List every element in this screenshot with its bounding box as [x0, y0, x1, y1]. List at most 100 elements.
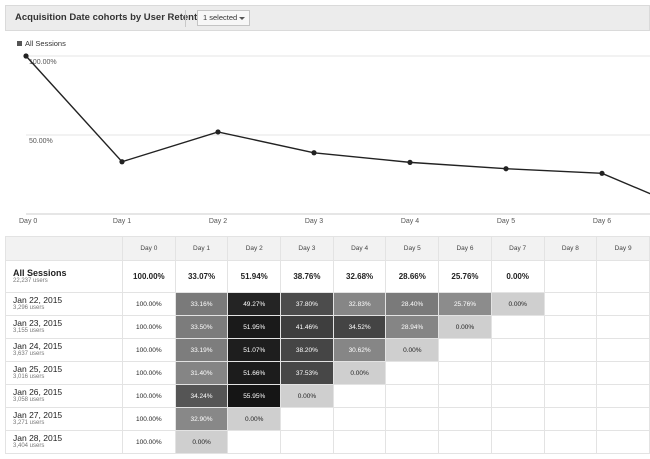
x-tick-label: Day 6: [593, 218, 611, 225]
retention-cell: 37.53%: [280, 361, 334, 385]
column-header: Day 2: [227, 236, 282, 261]
retention-cell: 25.76%: [438, 292, 492, 316]
data-point[interactable]: [503, 166, 509, 172]
cohort-user-count: 22,237 users: [13, 277, 48, 284]
retention-cell: 33.19%: [174, 338, 229, 362]
series-selector-dropdown[interactable]: 1 selected: [197, 10, 250, 26]
retention-cell: 0.00%: [490, 260, 545, 293]
data-point[interactable]: [23, 53, 29, 59]
data-point[interactable]: [599, 170, 605, 176]
retention-cell: [543, 430, 598, 454]
retention-cell: [438, 430, 492, 454]
cohort-name: Jan 25, 2015: [13, 364, 63, 374]
retention-cell: [543, 361, 598, 385]
retention-cell: 37.80%: [280, 292, 334, 316]
table-row-total: All Sessions 22,237 users 100.00% 33.07% 51.…: [5, 260, 650, 293]
data-point[interactable]: [119, 159, 125, 165]
retention-cell: [385, 361, 440, 385]
retention-cell: [543, 338, 598, 362]
x-tick-label: Day 4: [401, 218, 419, 225]
retention-cell: [490, 338, 545, 362]
table-row: Jan 28, 2015 3,404 users 100.00% 0.00%: [5, 430, 650, 454]
retention-cell: [385, 430, 440, 454]
retention-cell: 51.66%: [227, 361, 282, 385]
cohort-name: All Sessions: [13, 267, 67, 278]
retention-cell: [596, 407, 650, 431]
retention-cell: [332, 407, 387, 431]
cohort-user-count: 3,058 users: [13, 397, 45, 403]
retention-cell: [490, 361, 545, 385]
retention-cell: [227, 430, 282, 454]
retention-cell: [543, 384, 598, 408]
retention-cell: [438, 361, 492, 385]
column-header: Day 0: [122, 236, 176, 261]
cohort-table: Day 0 Day 1 Day 2 Day 3 Day 4 Day 5 Day 6 Day 7…: [5, 236, 650, 454]
retention-cell: 100.00%: [122, 361, 176, 385]
retention-cell: 34.52%: [332, 315, 387, 339]
data-point[interactable]: [407, 159, 413, 165]
data-point[interactable]: [311, 150, 317, 156]
retention-cell: 38.76%: [280, 260, 334, 293]
retention-cell: [596, 338, 650, 362]
retention-cell: [596, 384, 650, 408]
column-header: Day 5: [385, 236, 440, 261]
retention-line-chart: 100.00% 50.00% Day 0 Day 1 Day 2 Day 3 Day 4 Da…: [19, 53, 650, 225]
cohort-user-count: 3,296 users: [13, 305, 45, 311]
cohort-name: Jan 27, 2015: [13, 410, 63, 420]
row-label: Jan 28, 2015 3,404 users: [5, 430, 123, 454]
retention-cell: 100.00%: [122, 407, 176, 431]
table-row: Jan 24, 2015 3,637 users 100.00% 33.19% 51.0…: [5, 338, 650, 362]
column-header: Day 4: [332, 236, 387, 261]
retention-cell: 32.83%: [332, 292, 387, 316]
retention-cell: 28.66%: [385, 260, 440, 293]
row-label: Jan 26, 2015 3,058 users: [5, 384, 123, 408]
retention-cell: [438, 407, 492, 431]
retention-cell: [332, 384, 387, 408]
table-row: Jan 23, 2015 3,155 users 100.00% 33.50% 51.9…: [5, 315, 650, 339]
cohort-name: Jan 28, 2015: [13, 433, 63, 443]
retention-cell: [490, 384, 545, 408]
retention-cell: 33.16%: [174, 292, 229, 316]
column-header: Day 7: [490, 236, 545, 261]
retention-cell: 55.95%: [227, 384, 282, 408]
x-tick-label: Day 1: [113, 218, 131, 225]
retention-cell: [543, 292, 598, 316]
retention-cell: 100.00%: [122, 315, 176, 339]
cohort-user-count: 3,271 users: [13, 420, 45, 426]
retention-cell: 30.62%: [332, 338, 387, 362]
column-header: Day 3: [280, 236, 334, 261]
retention-cell: 0.00%: [227, 407, 282, 431]
retention-cell: [385, 384, 440, 408]
retention-cell: 49.27%: [227, 292, 282, 316]
report-header: Acquisition Date cohorts by User Retenti…: [5, 5, 650, 31]
y-tick-label: 50.00%: [29, 138, 53, 145]
retention-cell: 28.40%: [385, 292, 440, 316]
cohort-user-count: 3,016 users: [13, 374, 45, 380]
data-point[interactable]: [215, 129, 221, 135]
retention-cell: [490, 407, 545, 431]
x-tick-label: Day 5: [497, 218, 515, 225]
retention-cell: 51.94%: [227, 260, 282, 293]
table-header-row: Day 0 Day 1 Day 2 Day 3 Day 4 Day 5 Day 6 Day 7…: [5, 236, 650, 261]
retention-cell: [543, 407, 598, 431]
retention-cell: [280, 430, 334, 454]
retention-cell: 100.00%: [122, 292, 176, 316]
retention-cell: 38.20%: [280, 338, 334, 362]
chart-legend: All Sessions: [17, 39, 66, 48]
column-header: Day 1: [174, 236, 229, 261]
y-tick-label: 100.00%: [29, 59, 57, 66]
row-label: Jan 22, 2015 3,296 users: [5, 292, 123, 316]
column-header: Day 9: [596, 236, 650, 261]
row-label: All Sessions 22,237 users: [5, 260, 123, 293]
retention-cell: [596, 292, 650, 316]
retention-cell: [438, 338, 492, 362]
retention-cell: 100.00%: [122, 430, 176, 454]
cohort-user-count: 3,155 users: [13, 328, 45, 334]
retention-cell: 51.95%: [227, 315, 282, 339]
row-label: Jan 23, 2015 3,155 users: [5, 315, 123, 339]
retention-cell: [438, 384, 492, 408]
retention-cell: 34.24%: [174, 384, 229, 408]
header-divider: [185, 10, 186, 27]
retention-cell: 0.00%: [280, 384, 334, 408]
retention-cell: 51.07%: [227, 338, 282, 362]
